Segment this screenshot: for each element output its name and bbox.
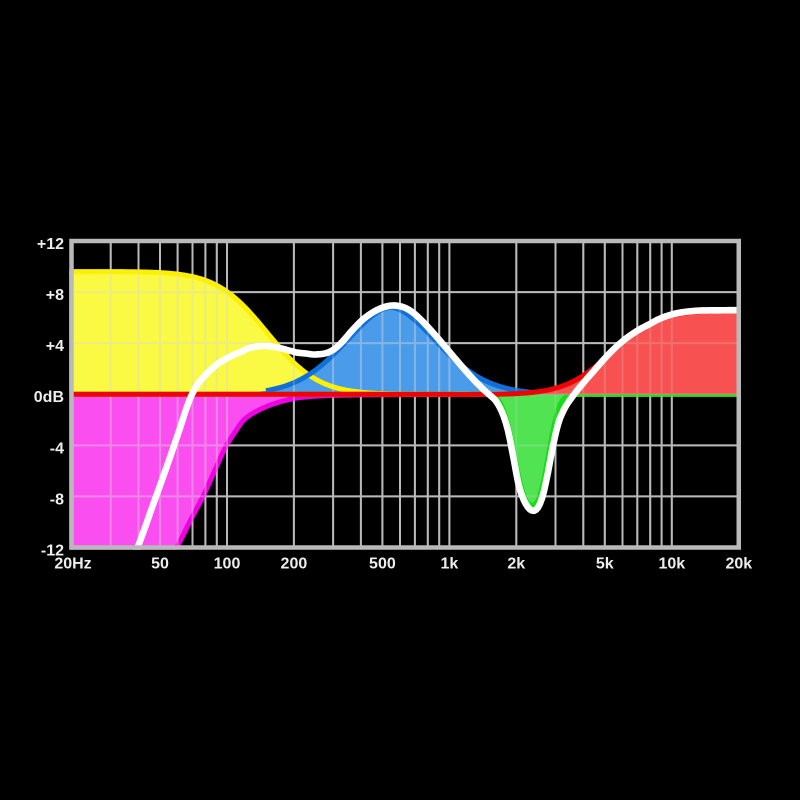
svg-text:20Hz: 20Hz [54, 556, 91, 573]
svg-text:50: 50 [151, 556, 169, 573]
svg-text:20k: 20k [725, 556, 752, 573]
svg-text:+12: +12 [37, 236, 64, 253]
svg-text:+8: +8 [46, 287, 64, 304]
svg-text:2k: 2k [507, 556, 525, 573]
svg-text:-12: -12 [41, 543, 64, 560]
svg-text:100: 100 [214, 556, 241, 573]
svg-text:500: 500 [369, 556, 396, 573]
svg-text:-8: -8 [50, 491, 64, 508]
svg-text:200: 200 [281, 556, 308, 573]
svg-text:0dB: 0dB [34, 389, 64, 406]
svg-text:5k: 5k [596, 556, 614, 573]
svg-text:1k: 1k [441, 556, 459, 573]
svg-text:10k: 10k [658, 556, 685, 573]
svg-text:-4: -4 [50, 440, 64, 457]
svg-text:+4: +4 [46, 338, 64, 355]
